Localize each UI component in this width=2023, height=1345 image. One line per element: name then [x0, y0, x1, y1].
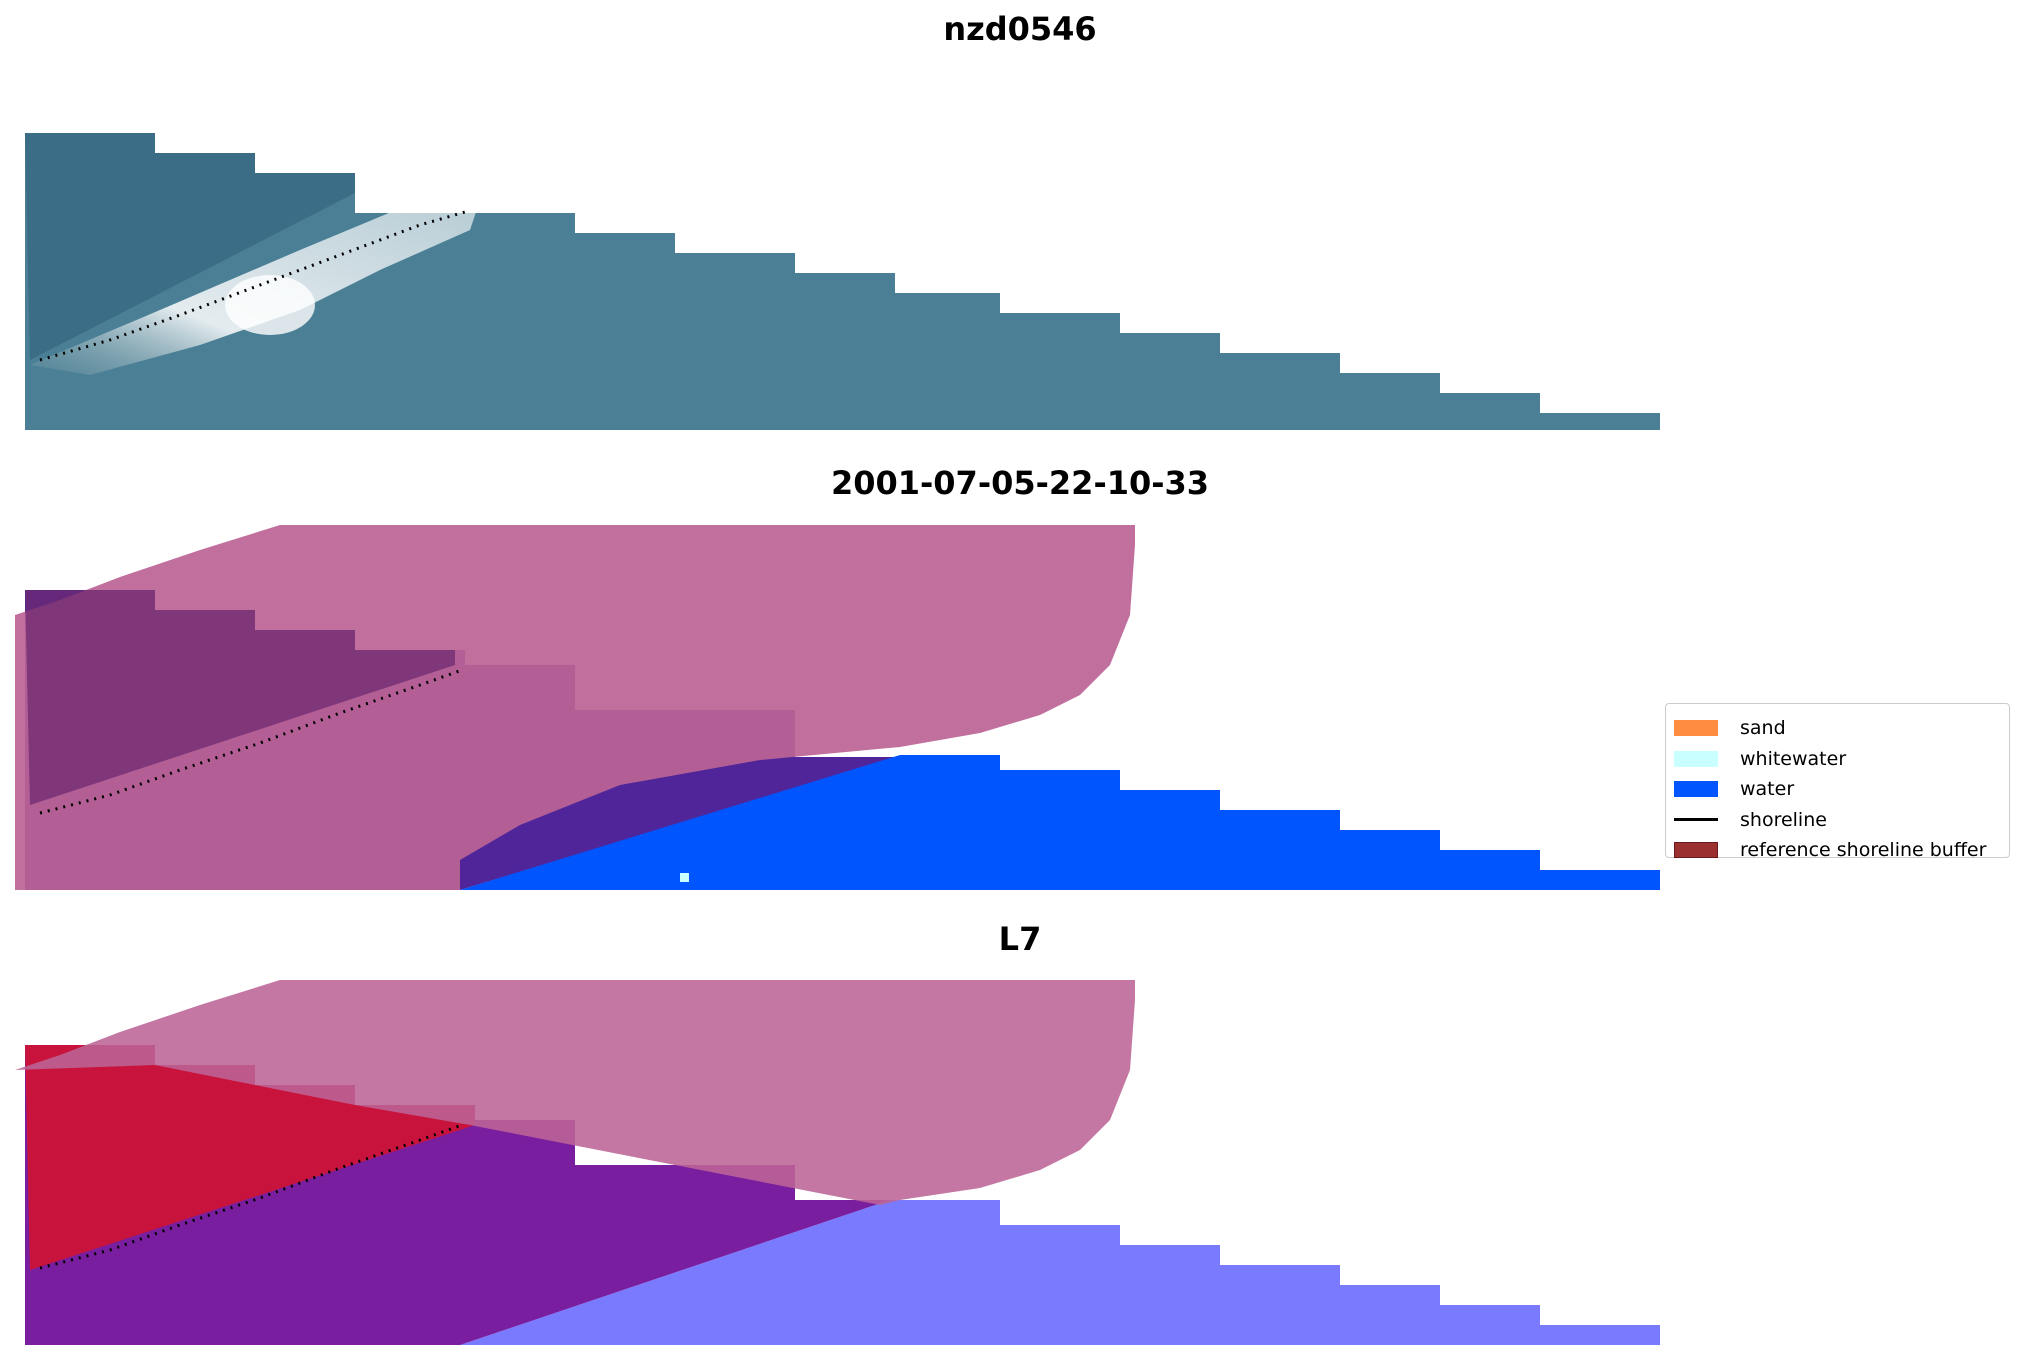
panel-title-classified: 2001-07-05-22-10-33 — [830, 464, 1210, 502]
rgb-image-panel — [25, 133, 1660, 430]
legend-item-whitewater: whitewater — [1674, 744, 2001, 775]
panel-title-mndwi: L7 — [998, 920, 1042, 958]
mndwi-red-area — [25, 1045, 475, 1270]
whitewater-pixel — [680, 873, 689, 882]
legend-label: whitewater — [1740, 747, 1847, 770]
sand-swatch — [1674, 720, 1718, 737]
legend-item-water: water — [1674, 774, 2001, 805]
buffer-swatch — [1674, 842, 1718, 859]
legend-label: water — [1740, 778, 1795, 801]
mndwi-shoreline — [39, 1123, 463, 1270]
rgb-sand-strip — [25, 133, 355, 360]
legend-label: reference shoreline buffer — [1740, 839, 1987, 862]
legend-item-sand: sand — [1674, 713, 2001, 744]
rgb-water-area — [25, 133, 1660, 430]
reference-buffer-overlay — [15, 525, 1135, 890]
legend-item-buffer: reference shoreline buffer — [1674, 835, 2001, 866]
shoreline-swatch — [1674, 818, 1718, 822]
legend-item-shoreline: shoreline — [1674, 805, 2001, 836]
classified-image-panel — [15, 525, 1660, 890]
classified-water-area — [460, 755, 1660, 890]
mndwi-image-panel — [15, 980, 1660, 1345]
panel-title-rgb: nzd0546 — [943, 10, 1097, 48]
legend-label: shoreline — [1740, 808, 1827, 831]
buffer-dark-tint — [25, 590, 455, 805]
legend-label: sand — [1740, 717, 1786, 740]
mndwi-buffer-overlay — [15, 980, 1135, 1205]
rgb-bright-spot — [225, 275, 315, 335]
legend: sand whitewater water shoreline referenc… — [1665, 703, 2010, 861]
classified-shoreline — [39, 668, 463, 815]
mndwi-blue-area — [460, 1200, 1660, 1345]
rgb-shoreline — [39, 210, 466, 362]
whitewater-swatch — [1674, 750, 1718, 767]
water-swatch — [1674, 781, 1718, 798]
